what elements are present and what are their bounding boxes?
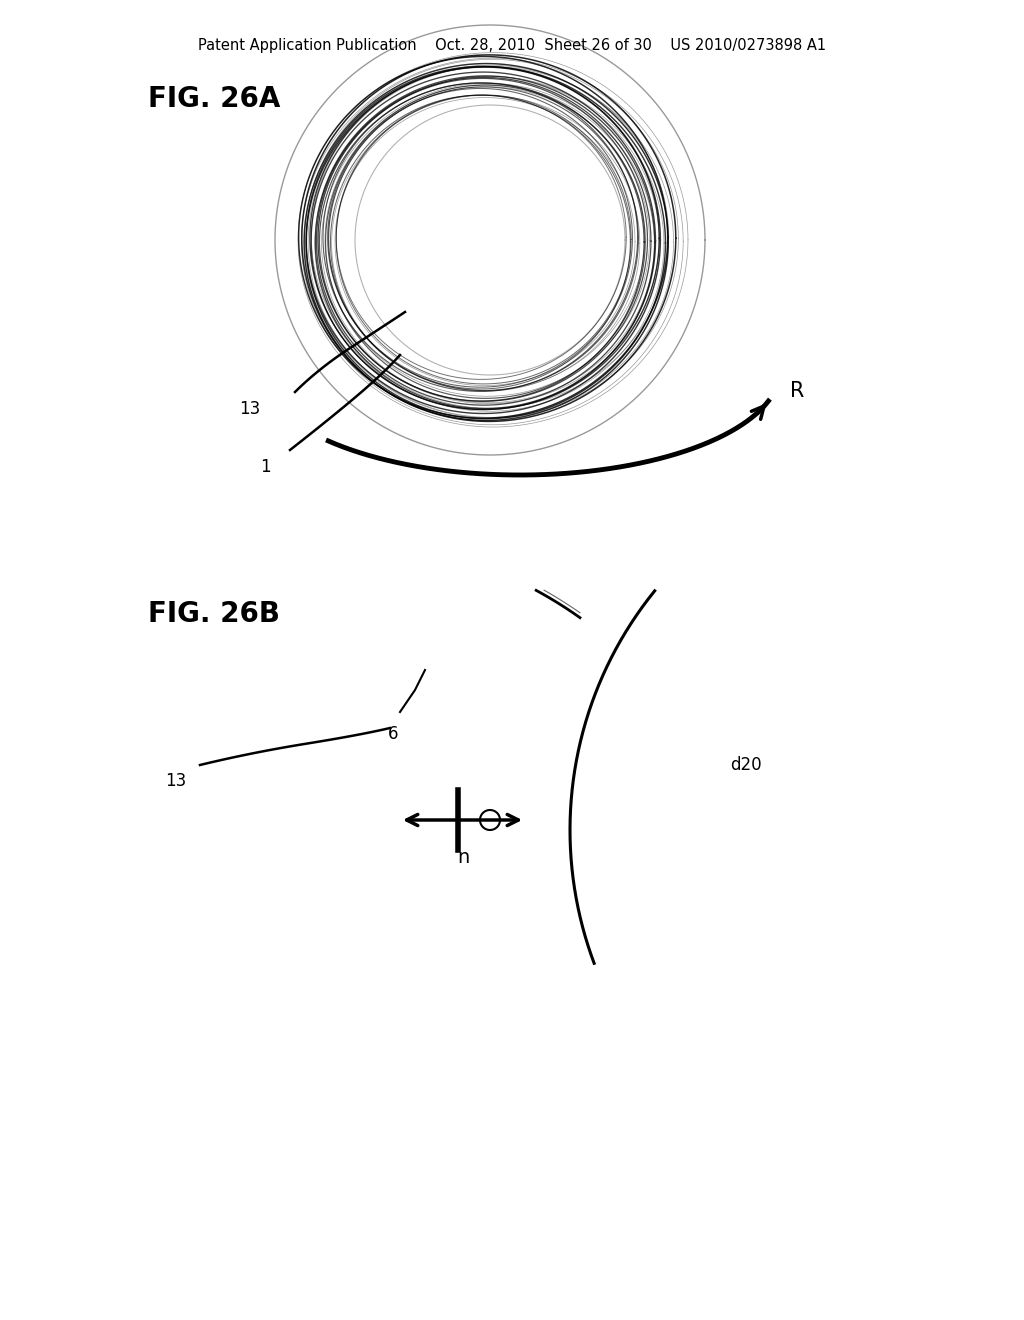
Text: R: R [791,381,805,401]
Text: 13: 13 [240,400,261,418]
Text: 1: 1 [260,458,270,477]
Text: Patent Application Publication    Oct. 28, 2010  Sheet 26 of 30    US 2010/02738: Patent Application Publication Oct. 28, … [198,38,826,53]
Text: 13: 13 [165,772,186,789]
Text: FIG. 26A: FIG. 26A [148,84,281,114]
Text: 6: 6 [388,725,398,743]
Text: d20: d20 [730,756,762,774]
Text: FIG. 26B: FIG. 26B [148,601,280,628]
Text: n: n [457,847,469,867]
